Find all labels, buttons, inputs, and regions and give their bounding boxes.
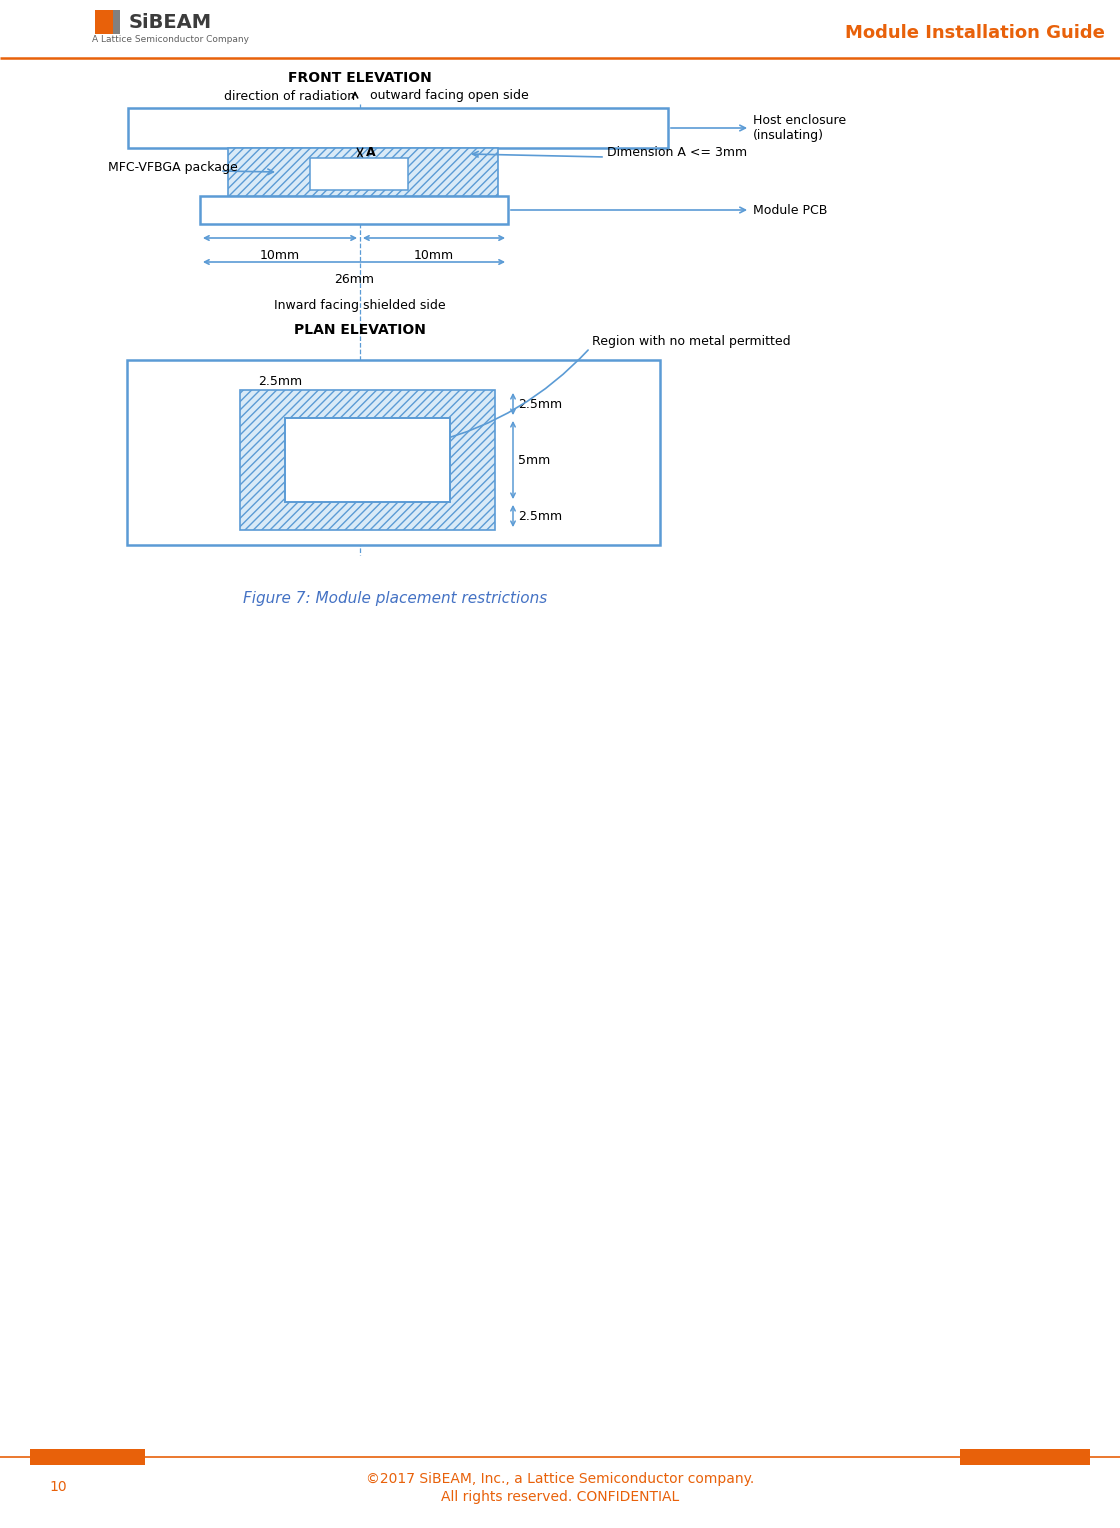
Bar (127, 361, 660, 545)
Text: A: A (366, 147, 375, 159)
Text: Module PCB: Module PCB (753, 203, 828, 217)
Text: 26mm: 26mm (334, 274, 374, 286)
Bar (113, 11, 120, 34)
Text: 2.5mm: 2.5mm (517, 397, 562, 411)
Text: Dimension A <= 3mm: Dimension A <= 3mm (607, 145, 747, 159)
Text: direction of radiation: direction of radiation (224, 90, 355, 102)
Text: Inward facing shielded side: Inward facing shielded side (274, 298, 446, 312)
Text: 10mm: 10mm (260, 249, 300, 261)
Text: 10: 10 (49, 1481, 67, 1494)
Text: 5mm: 5mm (517, 454, 550, 466)
Text: Region with no metal permitted: Region with no metal permitted (592, 336, 791, 348)
Text: 2.5mm: 2.5mm (517, 509, 562, 523)
Bar (310, 157, 408, 189)
Text: outward facing open side: outward facing open side (370, 90, 529, 102)
Text: 10mm: 10mm (414, 249, 454, 261)
Bar (284, 419, 450, 503)
Text: Host enclosure
(insulating): Host enclosure (insulating) (753, 115, 846, 142)
Bar (960, 1449, 1090, 1465)
Bar (200, 196, 508, 225)
Text: PLAN ELEVATION: PLAN ELEVATION (295, 322, 426, 338)
Text: MFC-VFBGA package: MFC-VFBGA package (108, 162, 237, 174)
Text: SiBEAM: SiBEAM (129, 12, 212, 32)
Bar (30, 1449, 144, 1465)
Text: ©2017 SiBEAM, Inc., a Lattice Semiconductor company.: ©2017 SiBEAM, Inc., a Lattice Semiconduc… (366, 1471, 754, 1487)
Bar (240, 390, 495, 530)
Bar (95, 11, 113, 34)
Text: Module Installation Guide: Module Installation Guide (846, 24, 1105, 41)
Text: 2.5mm: 2.5mm (258, 374, 302, 388)
Bar (128, 108, 668, 148)
Text: Figure 7: Module placement restrictions: Figure 7: Module placement restrictions (243, 590, 548, 605)
Text: FRONT ELEVATION: FRONT ELEVATION (288, 70, 432, 86)
Text: All rights reserved. CONFIDENTIAL: All rights reserved. CONFIDENTIAL (441, 1490, 679, 1504)
Bar (228, 148, 498, 196)
Text: A Lattice Semiconductor Company: A Lattice Semiconductor Company (92, 35, 249, 44)
